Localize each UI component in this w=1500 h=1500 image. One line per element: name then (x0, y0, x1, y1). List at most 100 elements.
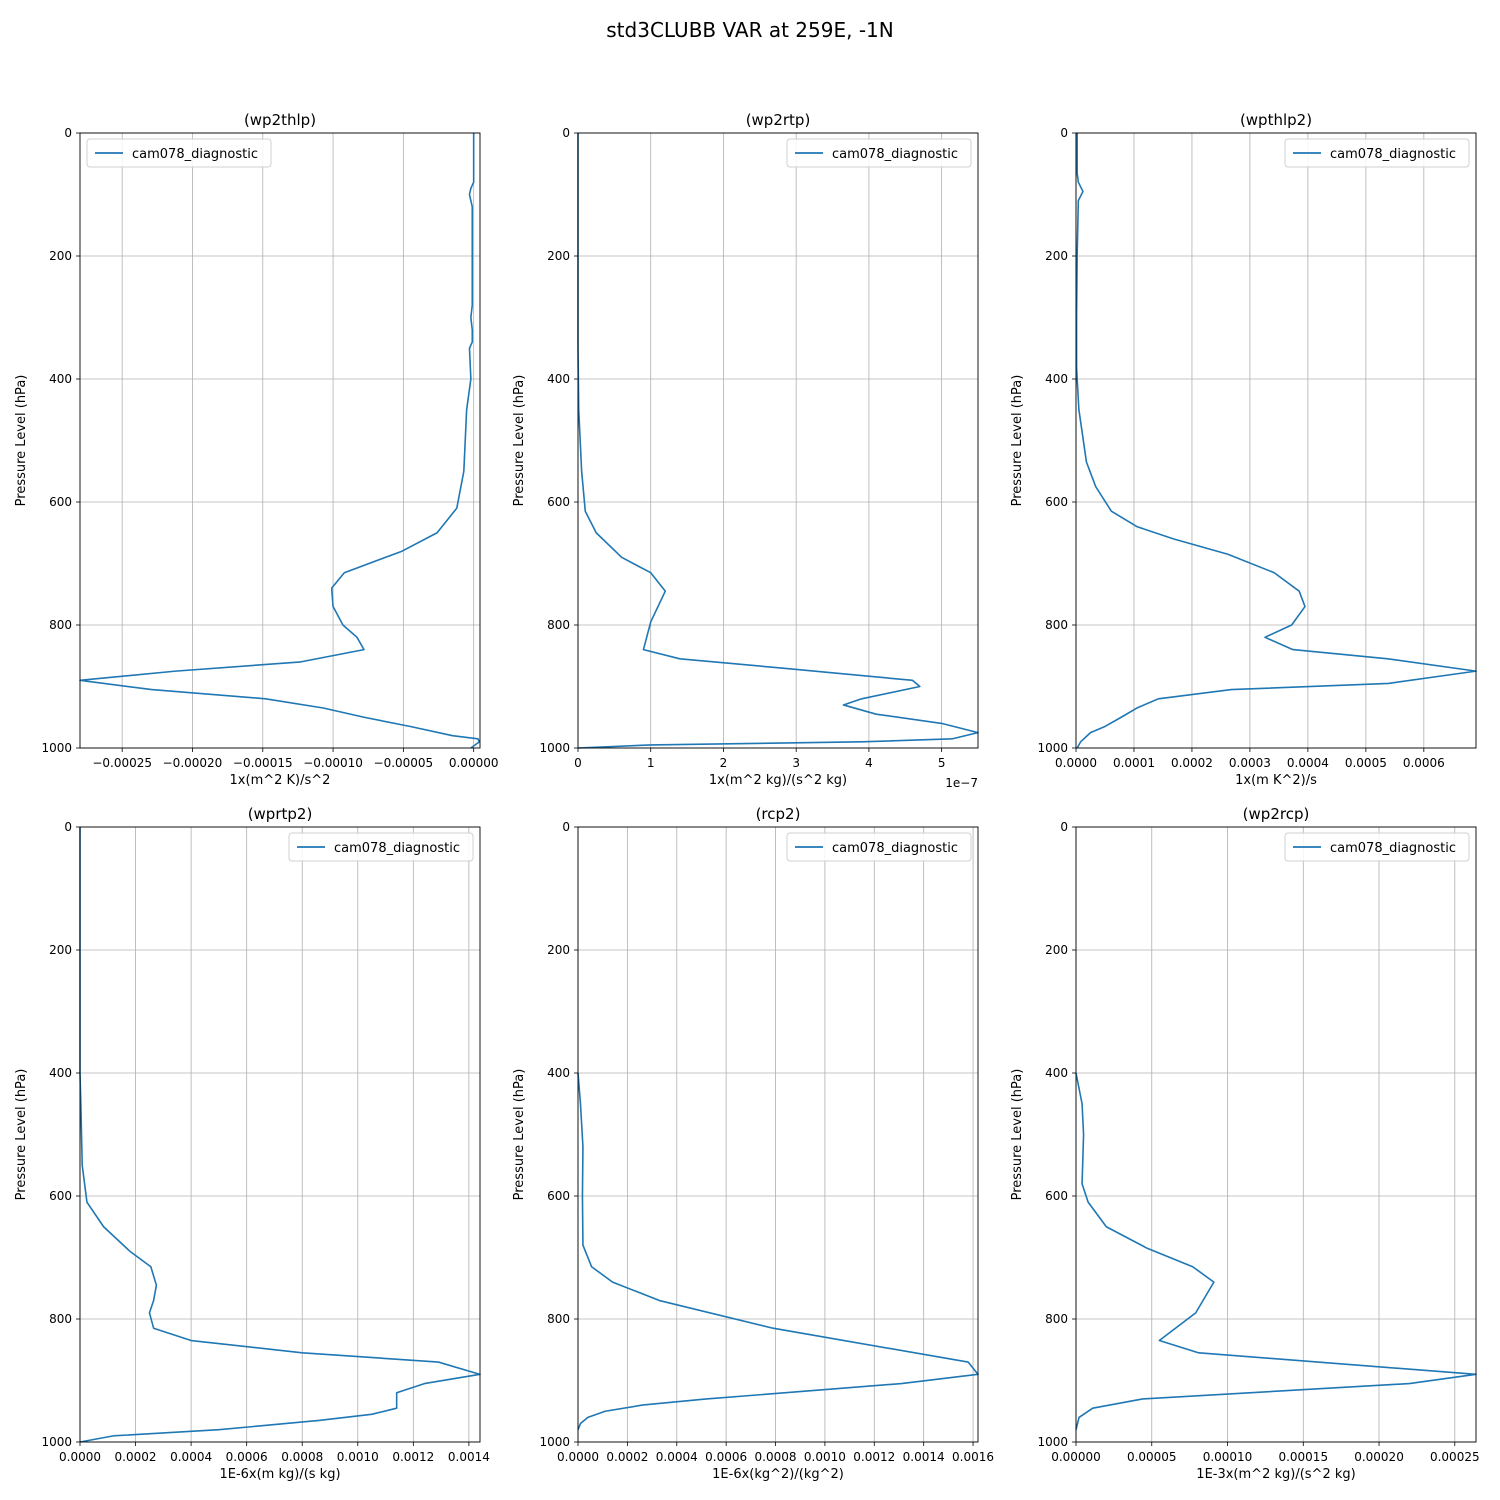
subplot-panel: 0.00000 0.00005 0.00010 0.00015 0.00020 0.000… (1010, 805, 1480, 1482)
y-tick-label: 1000 (539, 1435, 570, 1449)
y-tick-label: 600 (49, 495, 72, 509)
y-axis-label: Pressure Level (hPa) (512, 375, 527, 507)
x-tick-label: 0 (574, 756, 582, 770)
x-tick-label: 0.0012 (392, 1450, 434, 1464)
subplot-panel: 0 1 2 3 4 5 0 200 400 600 800 1000 (wp2rtp) 1x(m^2 kg… (512, 111, 979, 790)
x-tick-label: 0.0002 (115, 1450, 157, 1464)
x-tick-label: −0.00005 (374, 756, 434, 770)
series-line (79, 827, 481, 1443)
y-tick-label: 200 (1045, 249, 1068, 263)
axes-frame (79, 132, 481, 749)
legend: cam078_diagnostic (786, 832, 972, 862)
x-tick-label: 0.0006 (1403, 756, 1445, 770)
x-tick-label: 5 (938, 756, 946, 770)
x-tick-label: 2 (720, 756, 728, 770)
y-tick-label: 0 (64, 820, 72, 834)
legend-entry-label: cam078_diagnostic (832, 841, 958, 856)
x-tick-label: 0.0014 (903, 1450, 945, 1464)
x-tick-label: 1 (647, 756, 655, 770)
legend: cam078_diagnostic (288, 832, 474, 862)
legend-entry-label: cam078_diagnostic (334, 841, 460, 856)
x-tick-label: 0.0000 (59, 1450, 101, 1464)
axes-frame (1075, 826, 1477, 1443)
x-tick-label: −0.00015 (233, 756, 293, 770)
x-tick-label: 0.0008 (281, 1450, 323, 1464)
subplot-title: (wp2thlp) (244, 111, 316, 129)
y-tick-label: 800 (1045, 1312, 1068, 1326)
y-tick-label: 200 (1045, 943, 1068, 957)
y-tick-label: 400 (547, 1066, 570, 1080)
legend: cam078_diagnostic (86, 138, 272, 168)
x-tick-label: 0.0005 (1345, 756, 1387, 770)
y-tick-label: 1000 (41, 741, 72, 755)
x-tick-label: 4 (865, 756, 873, 770)
x-tick-label: 0.0001 (1113, 756, 1155, 770)
y-tick-label: 1000 (1037, 741, 1068, 755)
y-tick-label: 0 (562, 820, 570, 834)
legend: cam078_diagnostic (1284, 138, 1470, 168)
x-tick-label: 0.00000 (1051, 1450, 1101, 1464)
x-tick-label: 0.0012 (853, 1450, 895, 1464)
subplot-title: (wp2rtp) (746, 111, 811, 129)
x-tick-label: 0.0014 (448, 1450, 490, 1464)
subplot-title: (wp2rcp) (1243, 805, 1310, 823)
x-tick-label: 0.00000 (449, 756, 499, 770)
x-axis-label: 1x(m^2 kg)/(s^2 kg) (709, 773, 847, 788)
x-tick-label: 3 (792, 756, 800, 770)
subplot-panel: 0.0000 0.0002 0.0004 0.0006 0.0008 0.0010 0.00… (14, 805, 490, 1482)
y-tick-label: 800 (49, 1312, 72, 1326)
legend-entry-label: cam078_diagnostic (1330, 147, 1456, 162)
x-tick-label: 0.00020 (1354, 1450, 1404, 1464)
x-tick-label: 0.00025 (1430, 1450, 1480, 1464)
y-tick-label: 400 (1045, 372, 1068, 386)
y-tick-label: 600 (49, 1189, 72, 1203)
legend-box (86, 138, 272, 168)
series-line (577, 1072, 979, 1430)
x-tick-label: −0.00025 (92, 756, 152, 770)
legend-box (288, 832, 474, 862)
y-tick-label: 200 (49, 943, 72, 957)
y-tick-label: 0 (562, 126, 570, 140)
axes-frame (1075, 132, 1477, 749)
x-tick-label: 0.0010 (804, 1450, 846, 1464)
y-tick-label: 800 (49, 618, 72, 632)
legend-box (1284, 832, 1470, 862)
y-tick-label: 600 (1045, 1189, 1068, 1203)
x-axis-label: 1x(m K^2)/s (1235, 773, 1317, 788)
axes-frame (79, 826, 481, 1443)
x-tick-label: 0.0004 (656, 1450, 698, 1464)
y-axis-label: Pressure Level (hPa) (14, 1069, 29, 1201)
y-tick-label: 400 (49, 372, 72, 386)
y-tick-label: 400 (547, 372, 570, 386)
x-tick-label: −0.00020 (163, 756, 223, 770)
series-line (1075, 1072, 1477, 1430)
y-tick-label: 0 (64, 126, 72, 140)
y-tick-label: 800 (547, 618, 570, 632)
series-line (79, 133, 481, 749)
y-tick-label: 800 (1045, 618, 1068, 632)
subplot-title: (wpthlp2) (1240, 111, 1312, 129)
x-tick-label: 0.0000 (557, 1450, 599, 1464)
x-tick-label: 0.0002 (1171, 756, 1213, 770)
y-tick-label: 0 (1060, 126, 1068, 140)
legend-entry-label: cam078_diagnostic (832, 147, 958, 162)
x-tick-label: 0.0006 (705, 1450, 747, 1464)
y-tick-label: 1000 (41, 1435, 72, 1449)
x-tick-label: −0.00010 (303, 756, 363, 770)
x-tick-label: 0.0016 (952, 1450, 994, 1464)
subplot-title: (rcp2) (756, 805, 801, 823)
legend-entry-label: cam078_diagnostic (1330, 841, 1456, 856)
x-axis-label: 1E-3x(m^2 kg)/(s^2 kg) (1196, 1467, 1355, 1482)
x-axis-label: 1E-6x(m kg)/(s kg) (219, 1467, 340, 1482)
y-tick-label: 0 (1060, 820, 1068, 834)
axes-frame (577, 826, 979, 1443)
legend-box (1284, 138, 1470, 168)
y-tick-label: 400 (1045, 1066, 1068, 1080)
axes-frame (577, 132, 979, 749)
x-tick-label: 0.0006 (226, 1450, 268, 1464)
x-tick-label: 0.00005 (1127, 1450, 1177, 1464)
x-axis-label: 1x(m^2 K)/s^2 (230, 773, 331, 788)
y-axis-label: Pressure Level (hPa) (1010, 375, 1025, 507)
